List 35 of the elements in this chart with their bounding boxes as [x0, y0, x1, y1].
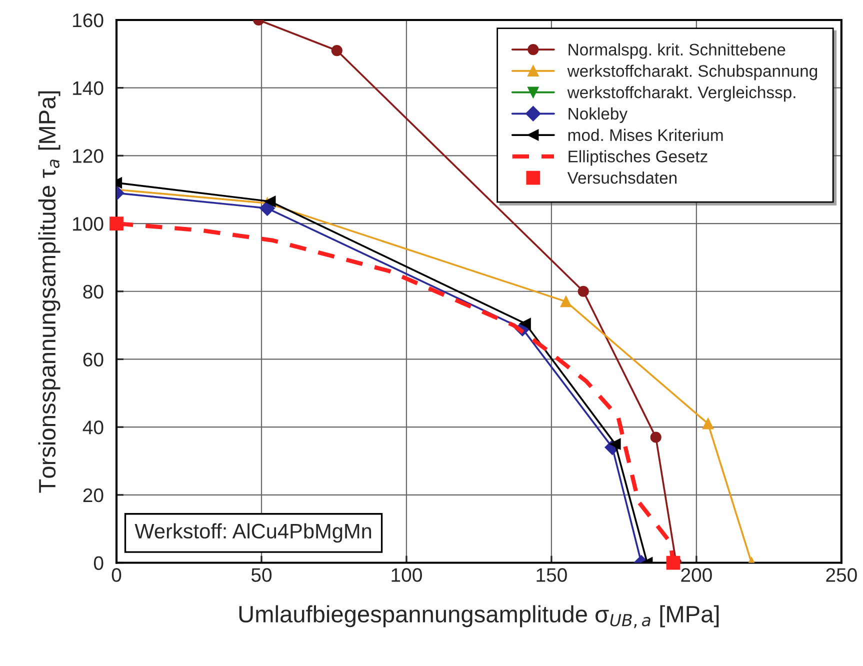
- point: [560, 296, 572, 308]
- y-tick-label: 120: [73, 149, 104, 163]
- x-tick-label: 100: [392, 568, 422, 582]
- x-tick-label: 250: [826, 568, 857, 582]
- point: [610, 438, 621, 450]
- annotation: Werkstoff: AlCu4PbMgMn: [134, 523, 372, 543]
- point: [110, 216, 124, 230]
- point: [702, 418, 714, 430]
- y-axis-title: Torsionsspannungsamplitude τ$_{a}$ [MPa]: [38, 91, 60, 493]
- x-tick-label: 50: [251, 568, 272, 582]
- point: [264, 196, 276, 208]
- x-tick-label: 150: [536, 568, 567, 582]
- point: [260, 200, 275, 216]
- y-tick-label: 40: [82, 420, 104, 434]
- legend-label: Nokleby: [568, 107, 628, 123]
- legend-label: mod. Mises Kriterium: [568, 128, 723, 142]
- x-axis-title: Umlaufbiegespannungsamplitude σ$_{UB,a}$ [MPa]: [239, 605, 719, 628]
- x-tick-label: 0: [112, 568, 122, 582]
- y-tick-label: 140: [73, 81, 104, 96]
- y-tick-label: 20: [83, 488, 104, 502]
- point: [650, 432, 662, 443]
- point: [331, 44, 342, 56]
- y-tick-label: 160: [73, 13, 104, 28]
- x-tick-label: 200: [681, 568, 712, 582]
- y-tick-label: 0: [94, 556, 104, 570]
- legend-label: Normalspg. krit. Schnittebene: [568, 43, 786, 59]
- point: [578, 286, 589, 297]
- y-tick-label: 60: [83, 352, 104, 366]
- legend-label: Elliptisches Gesetz: [568, 150, 708, 166]
- y-tick-label: 80: [83, 284, 104, 299]
- legend-label: Versuchsdaten: [567, 172, 677, 184]
- legend-label: werkstoffcharakt. Vergleichssp.: [567, 86, 796, 102]
- y-tick-label: 100: [73, 216, 104, 231]
- point: [666, 556, 680, 570]
- legend-label: werkstoffcharakt. Schubspannung: [567, 64, 818, 80]
